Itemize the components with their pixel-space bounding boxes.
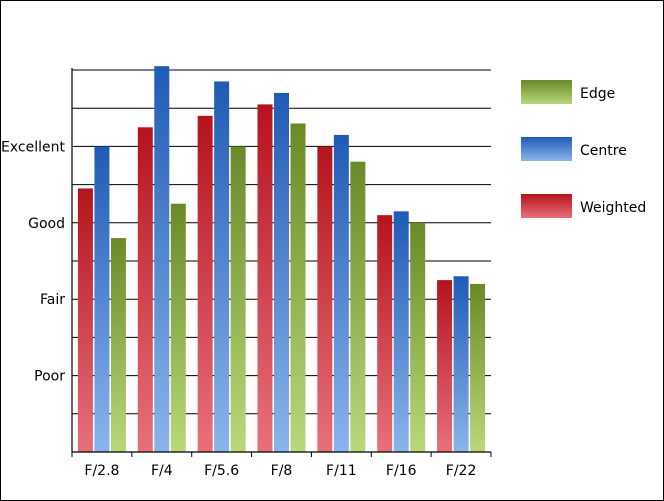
x-tick-label: F/11 (326, 463, 357, 479)
legend-swatch-weighted (521, 194, 572, 218)
axes (71, 68, 492, 457)
bar-centre-F4 (154, 66, 170, 453)
legend-swatch-edge (521, 80, 572, 104)
x-tick-label: F/16 (386, 463, 417, 479)
y-tick-label: Fair (40, 292, 65, 308)
x-tick-label: F/22 (446, 463, 477, 479)
bar-weighted-F4 (137, 127, 153, 453)
bar-edge-F11 (350, 161, 366, 452)
bar-centre-F8 (274, 92, 289, 453)
x-tick-label: F/4 (151, 463, 173, 479)
bar-weighted-F16 (377, 215, 393, 452)
bar-edge-F22 (470, 283, 486, 452)
legend-label-edge: Edge (580, 86, 615, 102)
bar-edge-F56 (230, 146, 246, 452)
x-tick-label: F/8 (271, 463, 293, 479)
bar-centre-F16 (393, 211, 409, 452)
legend-label-centre: Centre (580, 143, 627, 159)
bar-edge-F4 (170, 203, 186, 452)
bar-edge-F28 (110, 238, 126, 452)
y-tick-labels: Poor Fair Good Excellent (1, 139, 65, 384)
bar-centre-F56 (214, 81, 230, 453)
legend: Edge Centre Weighted (521, 80, 646, 218)
bar-centre-F22 (453, 276, 469, 452)
legend-swatch-centre (521, 137, 572, 161)
y-tick-label: Excellent (1, 139, 65, 155)
bar-weighted-F56 (197, 115, 213, 452)
x-tick-label: F/5.6 (204, 463, 239, 479)
bar-weighted-F11 (317, 146, 333, 452)
x-tick-label: F/2.8 (84, 463, 119, 479)
bar-edge-F8 (290, 123, 306, 452)
legend-label-weighted: Weighted (580, 200, 646, 216)
bars (77, 66, 486, 453)
bar-centre-F11 (333, 134, 349, 452)
bar-weighted-F22 (437, 280, 453, 452)
bar-weighted-F28 (77, 188, 93, 453)
y-tick-label: Poor (34, 369, 65, 385)
bar-edge-F16 (410, 222, 426, 452)
bar-centre-F28 (94, 146, 110, 452)
x-tick-labels: F/2.8 F/4 F/5.6 F/8 F/11 F/16 F/22 (84, 463, 476, 479)
y-tick-label: Good (28, 216, 65, 232)
bar-weighted-F8 (257, 104, 273, 452)
